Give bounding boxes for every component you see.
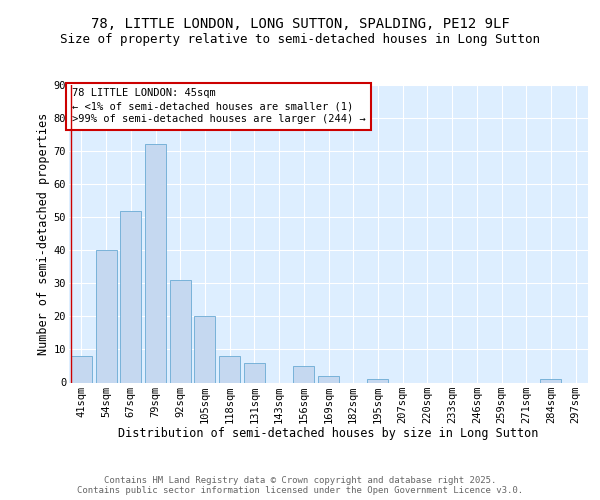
Text: 78, LITTLE LONDON, LONG SUTTON, SPALDING, PE12 9LF: 78, LITTLE LONDON, LONG SUTTON, SPALDING… xyxy=(91,18,509,32)
Bar xyxy=(194,316,215,382)
Bar xyxy=(219,356,240,382)
Bar xyxy=(244,362,265,382)
Text: Size of property relative to semi-detached houses in Long Sutton: Size of property relative to semi-detach… xyxy=(60,32,540,46)
Bar xyxy=(541,379,562,382)
Y-axis label: Number of semi-detached properties: Number of semi-detached properties xyxy=(37,112,50,355)
X-axis label: Distribution of semi-detached houses by size in Long Sutton: Distribution of semi-detached houses by … xyxy=(118,427,539,440)
Bar xyxy=(170,280,191,382)
Bar xyxy=(293,366,314,382)
Text: Contains HM Land Registry data © Crown copyright and database right 2025.
Contai: Contains HM Land Registry data © Crown c… xyxy=(77,476,523,495)
Bar xyxy=(120,210,141,382)
Bar xyxy=(318,376,339,382)
Bar xyxy=(95,250,116,382)
Bar xyxy=(145,144,166,382)
Bar xyxy=(71,356,92,382)
Text: 78 LITTLE LONDON: 45sqm
← <1% of semi-detached houses are smaller (1)
>99% of se: 78 LITTLE LONDON: 45sqm ← <1% of semi-de… xyxy=(71,88,365,124)
Bar xyxy=(367,379,388,382)
